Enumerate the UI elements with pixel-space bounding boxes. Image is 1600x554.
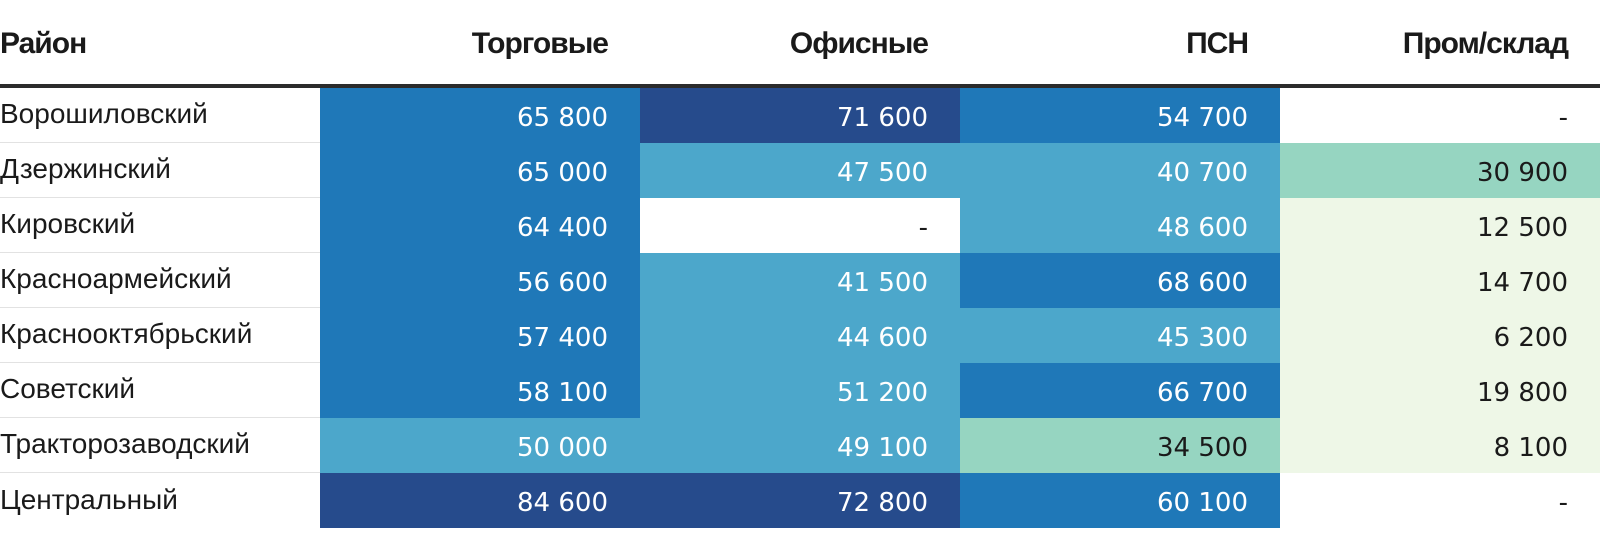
value-cell: 65 800 (320, 88, 640, 143)
district-name-cell: Центральный (0, 483, 178, 515)
value-cell: 34 500 (960, 418, 1280, 473)
table-header: Район Торговые Офисные ПСН Пром/склад (0, 0, 1600, 88)
value-cell: 57 400 (320, 308, 640, 363)
value-cell: 51 200 (640, 363, 960, 418)
value-cell: 71 600 (640, 88, 960, 143)
value-cell: 41 500 (640, 253, 960, 308)
value-cell: 30 900 (1280, 143, 1600, 198)
value-cell: 45 300 (960, 308, 1280, 363)
table-row: Дзержинский 65 000 47 500 40 700 30 900 (0, 143, 1600, 198)
value-cell: 44 600 (640, 308, 960, 363)
value-cell: 49 100 (640, 418, 960, 473)
column-header-district: Район (0, 27, 87, 60)
table-row: Краснооктябрьский 57 400 44 600 45 300 6 200 (0, 308, 1600, 363)
table-row: Центральный 84 600 72 800 60 100- (0, 473, 1600, 528)
value-cell: 6 200 (1280, 308, 1600, 363)
district-name-cell: Дзержинский (0, 143, 320, 198)
table-row: Кировский 64 400-48 600 12 500 (0, 198, 1600, 253)
district-name-cell: Тракторозаводский (0, 418, 320, 473)
price-table: Район Торговые Офисные ПСН Пром/склад Во… (0, 0, 1600, 528)
value-cell: - (1280, 88, 1600, 143)
value-cell: 84 600 (320, 473, 640, 528)
table-body: Ворошиловский 65 800 71 600 54 700- Дзержинс… (0, 88, 1600, 528)
district-name-cell: Ворошиловский (0, 88, 320, 143)
value-cell: 48 600 (960, 198, 1280, 253)
value-cell: 50 000 (320, 418, 640, 473)
column-header-industrial-warehouse: Пром/склад (1402, 27, 1569, 60)
value-cell: 56 600 (320, 253, 640, 308)
value-cell: - (1280, 473, 1600, 528)
column-header-office: Офисные (789, 27, 929, 60)
value-cell: - (640, 198, 960, 253)
value-cell: 65 000 (320, 143, 640, 198)
value-cell: 58 100 (320, 363, 640, 418)
value-cell: 72 800 (640, 473, 960, 528)
value-cell: 8 100 (1280, 418, 1600, 473)
table-row: Ворошиловский 65 800 71 600 54 700- (0, 88, 1600, 143)
value-cell: 12 500 (1280, 198, 1600, 253)
column-header-retail: Торговые (471, 27, 609, 60)
value-cell: 54 700 (960, 88, 1280, 143)
table-row: Советский 58 100 51 200 66 700 19 800 (0, 363, 1600, 418)
table-row: Тракторозаводский 50 000 49 100 34 500 8 100 (0, 418, 1600, 473)
district-name-cell: Кировский (0, 198, 320, 253)
value-cell: 40 700 (960, 143, 1280, 198)
table-row: Красноармейский 56 600 41 500 68 600 14 700 (0, 253, 1600, 308)
value-cell: 60 100 (960, 473, 1280, 528)
value-cell: 66 700 (960, 363, 1280, 418)
value-cell: 68 600 (960, 253, 1280, 308)
district-name-cell: Советский (0, 363, 320, 418)
district-name-cell: Красноармейский (0, 253, 320, 308)
value-cell: 47 500 (640, 143, 960, 198)
value-cell: 19 800 (1280, 363, 1600, 418)
value-cell: 64 400 (320, 198, 640, 253)
column-header-psn: ПСН (1186, 27, 1249, 60)
value-cell: 14 700 (1280, 253, 1600, 308)
district-name-cell: Краснооктябрьский (0, 308, 320, 363)
